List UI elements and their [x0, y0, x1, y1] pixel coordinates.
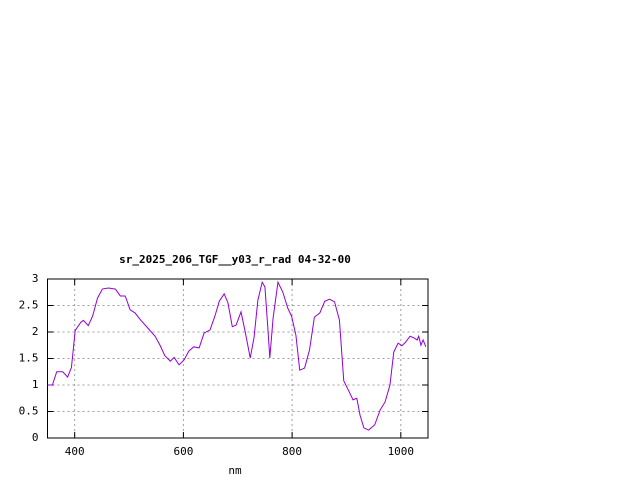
plot-frame [47, 278, 429, 439]
x-tick-label: 600 [173, 445, 193, 458]
x-tick-label: 800 [282, 445, 302, 458]
y-tick-label: 2.5 [19, 299, 39, 312]
chart-title: sr_2025_206_TGF__y03_r_rad 04-32-00 [119, 253, 351, 266]
y-tick-label: 1.5 [19, 352, 39, 365]
y-tick-label: 0.5 [19, 405, 39, 418]
x-axis-label: nm [228, 464, 242, 477]
y-tick-label: 3 [32, 272, 39, 285]
y-tick-label: 2 [32, 325, 39, 338]
x-tick-label: 400 [65, 445, 85, 458]
x-tick-label: 1000 [388, 445, 415, 458]
y-tick-label: 0 [32, 431, 39, 444]
data-line [47, 280, 427, 431]
y-tick-label: 1 [32, 378, 39, 391]
